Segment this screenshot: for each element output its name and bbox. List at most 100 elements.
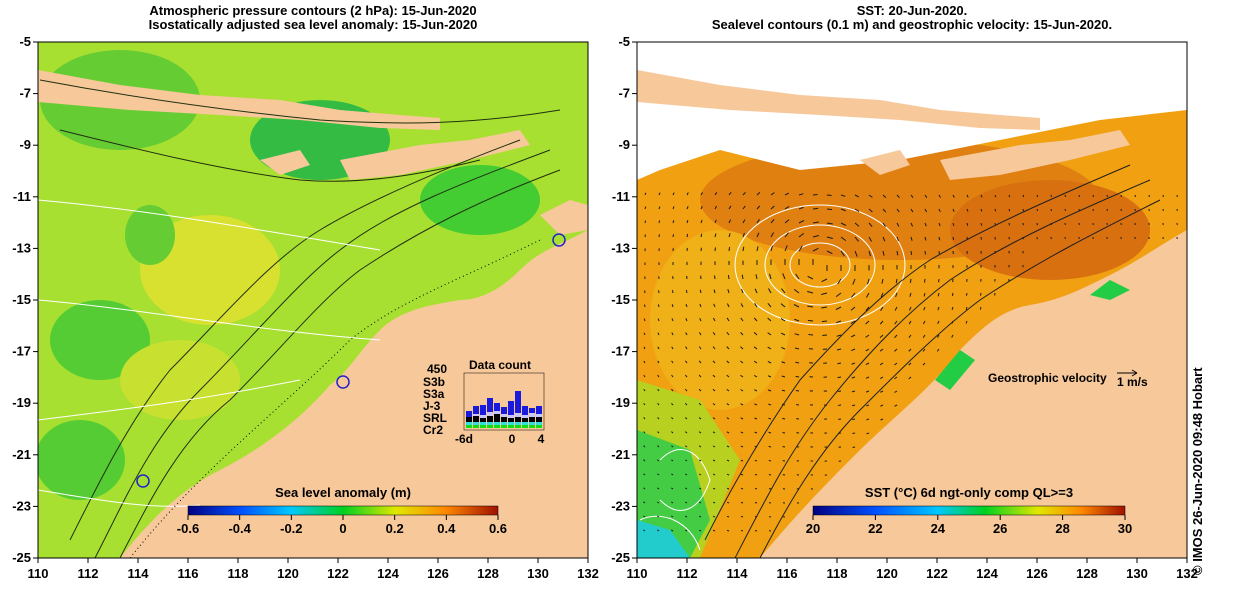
velocity-arrow xyxy=(643,332,646,336)
velocity-arrow xyxy=(685,332,688,336)
velocity-arrow xyxy=(1036,208,1039,212)
velocity-arrow xyxy=(924,236,927,241)
velocity-arrow xyxy=(753,317,758,322)
velocity-arrow xyxy=(768,403,772,406)
velocity-arrow xyxy=(781,375,786,378)
velocity-arrow xyxy=(728,205,732,210)
velocity-arrow xyxy=(894,376,898,380)
left-lon-label: 122 xyxy=(327,566,349,581)
right-colorbar-gradient xyxy=(812,505,1126,516)
velocity-arrow xyxy=(713,303,716,308)
velocity-arrow xyxy=(685,501,688,504)
velocity-arrow xyxy=(672,192,675,196)
right-lon-label: 124 xyxy=(976,566,998,581)
velocity-arrow xyxy=(836,320,842,324)
land-timor-coast xyxy=(540,200,588,235)
velocity-arrow xyxy=(780,318,786,322)
velocity-arrow xyxy=(794,318,800,322)
velocity-arrow xyxy=(854,208,860,212)
velocity-arrow xyxy=(865,306,870,311)
velocity-arrow xyxy=(866,292,870,298)
velocity-arrow xyxy=(798,232,805,238)
velocity-arrow xyxy=(698,431,702,434)
velocity-arrow xyxy=(712,360,716,364)
velocity-arrow xyxy=(657,318,660,322)
velocity-arrow xyxy=(826,250,833,255)
station-marker xyxy=(336,375,350,389)
velocity-arrow xyxy=(726,529,730,532)
velocity-arrow xyxy=(712,487,716,490)
velocity-arrow xyxy=(698,515,702,518)
velocity-arrow xyxy=(852,404,856,407)
velocity-arrow xyxy=(880,306,884,311)
left-lat-label: -7 xyxy=(19,86,31,101)
velocity-arrow xyxy=(644,220,647,224)
velocity-arrow xyxy=(880,390,884,393)
velocity-arrow xyxy=(671,529,674,532)
velocity-arrow xyxy=(868,208,873,213)
velocity-arrow xyxy=(966,208,969,212)
velocity-arrow xyxy=(754,417,758,420)
left-lat-label: -23 xyxy=(12,498,31,513)
inset-bar xyxy=(536,414,542,417)
left-lon-label: 128 xyxy=(477,566,499,581)
velocity-arrow xyxy=(965,292,968,296)
right-colorbar-tick-label: 30 xyxy=(1118,521,1132,536)
velocity-arrow xyxy=(754,288,758,294)
left-lon-label: 130 xyxy=(527,566,549,581)
left-lat-label: -9 xyxy=(19,137,31,152)
inset-title: Data count xyxy=(469,358,531,372)
velocity-arrow xyxy=(740,515,744,518)
velocity-arrow xyxy=(657,417,660,420)
velocity-arrow xyxy=(740,459,744,462)
velocity-arrow xyxy=(740,374,744,378)
velocity-arrow xyxy=(882,208,887,213)
velocity-arrow xyxy=(894,334,898,339)
velocity-arrow xyxy=(840,250,845,257)
left-lat-label: -5 xyxy=(19,34,31,49)
velocity-arrow xyxy=(784,245,788,252)
velocity-arrow xyxy=(922,334,926,338)
velocity-arrow xyxy=(742,205,746,210)
right-colorbar-tick-label: 22 xyxy=(868,521,882,536)
velocity-arrow xyxy=(740,403,744,406)
land-australia-right xyxy=(760,230,1187,558)
velocity-arrow xyxy=(938,236,941,241)
inset-ymax: 450 xyxy=(427,362,447,376)
velocity-arrow xyxy=(821,278,828,283)
velocity-arrow xyxy=(740,487,744,490)
velocity-arrow xyxy=(740,501,744,504)
velocity-arrow xyxy=(671,374,674,378)
velocity-arrow xyxy=(840,222,847,226)
velocity-arrow xyxy=(938,222,941,227)
velocity-arrow xyxy=(767,375,772,378)
velocity-arrow xyxy=(882,222,886,227)
velocity-arrow xyxy=(882,194,887,198)
velocity-arrow xyxy=(712,374,716,378)
velocity-arrow xyxy=(866,432,870,435)
velocity-arrow xyxy=(781,389,786,392)
velocity-arrow xyxy=(922,320,926,325)
velocity-arrow xyxy=(698,403,702,406)
velocity-arrow xyxy=(698,388,702,392)
right-lat-label: -25 xyxy=(611,550,630,565)
right-lon-label: 120 xyxy=(876,566,898,581)
velocity-arrow xyxy=(753,360,758,364)
inset-bar xyxy=(522,425,528,428)
velocity-arrow xyxy=(657,431,660,434)
velocity-arrow xyxy=(768,445,772,448)
velocity-arrow xyxy=(671,417,674,420)
inset-xtick-label: 0 xyxy=(509,432,516,446)
velocity-arrow xyxy=(922,362,926,366)
velocity-arrow xyxy=(671,501,674,504)
velocity-arrow xyxy=(795,375,800,378)
velocity-arrow xyxy=(684,431,688,434)
left-colorbar-tick-label: 0.2 xyxy=(386,521,404,536)
inset-bar xyxy=(508,415,514,418)
velocity-arrow xyxy=(923,306,926,311)
velocity-arrow xyxy=(879,348,884,352)
velocity-arrow xyxy=(798,206,804,210)
velocity-arrow xyxy=(781,288,786,294)
velocity-arrow xyxy=(754,303,758,308)
velocity-arrow xyxy=(795,361,800,364)
